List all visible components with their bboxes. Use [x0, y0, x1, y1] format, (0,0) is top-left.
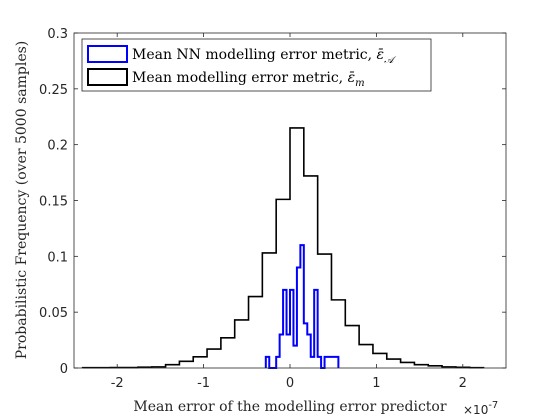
- x-axis-label: Mean error of the modelling error predic…: [133, 399, 446, 415]
- y-tick-label: 0.25: [39, 83, 68, 98]
- y-tick-label: 0.15: [39, 195, 68, 210]
- y-axis-label: Probabilistic Frequency (over 5000 sampl…: [14, 41, 30, 359]
- legend: Mean NN modelling error metric, ε̄𝒜 Mean…: [81, 38, 432, 92]
- y-tick-label: 0.05: [39, 306, 68, 321]
- legend-label-model: Mean modelling error metric, ε̄m: [132, 70, 365, 89]
- x-tick-label: -1: [197, 376, 210, 391]
- x-tick-label: 0: [286, 376, 294, 391]
- legend-box: [81, 38, 432, 92]
- x-tick-label: 2: [459, 376, 467, 391]
- x-axis-exponent: ×10-7: [463, 400, 498, 417]
- legend-swatch-model: [87, 68, 128, 86]
- y-axis: 0 0.05 0.1 0.15 0.2 0.25 0.3: [39, 27, 506, 377]
- modelling-error-histogram-outline: [81, 127, 485, 369]
- legend-label-nn: Mean NN modelling error metric, ε̄𝒜: [132, 47, 397, 66]
- x-tick-label: 1: [372, 376, 380, 391]
- legend-swatch-nn: [87, 45, 128, 63]
- x-tick-label: -2: [111, 376, 124, 391]
- y-tick-label: 0.3: [47, 27, 68, 42]
- y-tick-label: 0.1: [47, 250, 68, 265]
- y-tick-label: 0: [60, 362, 68, 377]
- x-axis: -2 -1 0 1 2: [111, 33, 467, 391]
- y-tick-label: 0.2: [47, 139, 68, 154]
